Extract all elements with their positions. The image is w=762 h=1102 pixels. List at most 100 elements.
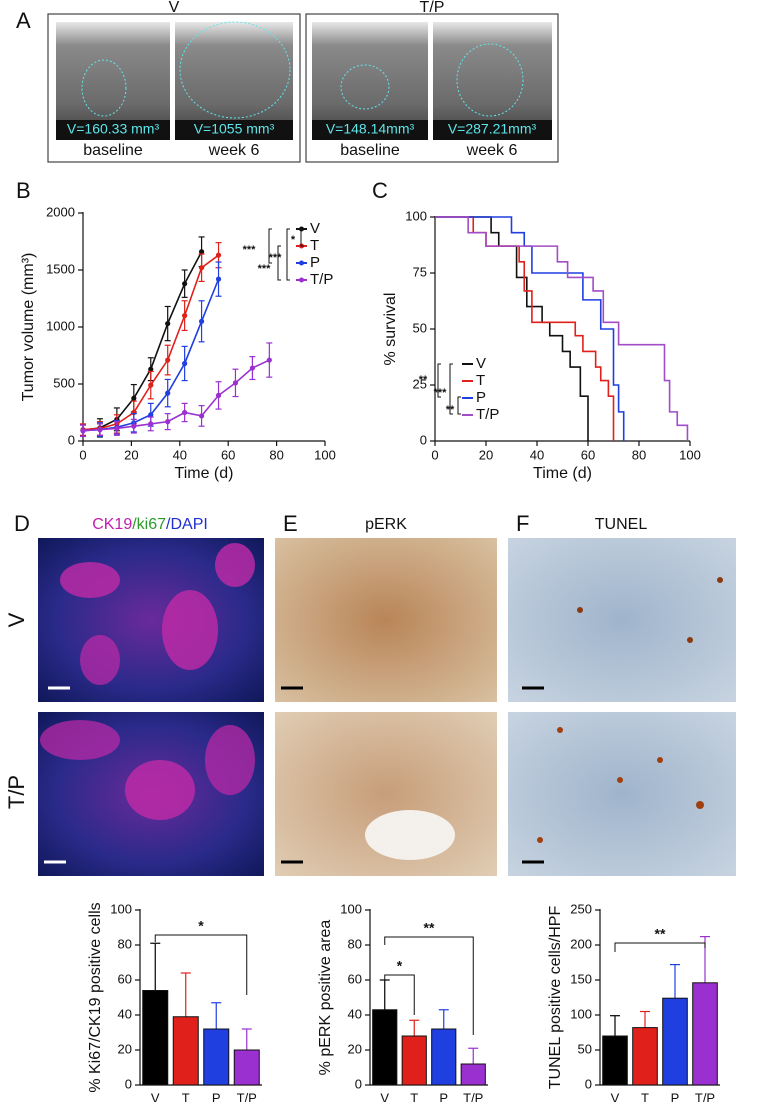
y-tick-label: 25 (413, 376, 427, 391)
panel-label: A (16, 8, 31, 33)
x-tick-label: 80 (632, 447, 646, 462)
data-point (182, 281, 188, 287)
x-tick-label: V (151, 1090, 160, 1102)
row-label: V (4, 612, 29, 627)
data-point (148, 366, 154, 372)
image-caption: week 6 (466, 142, 518, 159)
significance-bracket (384, 936, 474, 1035)
data-point (182, 360, 188, 367)
significance-label: *** (258, 263, 272, 275)
significance-label: *** (243, 244, 257, 256)
survival-curve (435, 216, 615, 441)
x-axis-label: Time (d) (175, 465, 234, 482)
x-tick-label: T/P (695, 1090, 715, 1102)
y-tick-label: 20 (118, 1041, 132, 1056)
significance-label: ** (446, 404, 455, 416)
bar (692, 982, 718, 1086)
data-point (215, 392, 222, 398)
y-axis-label: % Ki67/CK19 positive cells (87, 902, 104, 1092)
significance-bracket (614, 942, 706, 952)
ihc-image (275, 712, 497, 876)
x-tick-label: 100 (679, 447, 701, 462)
y-tick-label: 100 (405, 208, 427, 223)
panel-label: F (516, 511, 529, 536)
legend-label: T/P (310, 271, 333, 288)
y-tick-label: 60 (348, 971, 362, 986)
y-tick-label: 0 (355, 1076, 362, 1091)
legend-label: T/P (476, 406, 499, 423)
volume-label: V=160.33 mm³ (67, 121, 160, 137)
y-tick-label: 80 (348, 936, 362, 951)
bar (431, 1028, 457, 1086)
fluorescence-image (38, 712, 264, 876)
x-tick-label: 40 (530, 447, 544, 462)
data-point (131, 423, 137, 429)
significance-bracket (277, 245, 281, 281)
data-point (182, 313, 188, 319)
survival-curve (435, 216, 625, 441)
image-caption: week 6 (208, 142, 260, 159)
ultrasound-image (175, 21, 293, 140)
y-tick-label: 100 (110, 901, 132, 916)
significance-label: ** (424, 920, 435, 936)
tunel-image (508, 538, 736, 702)
bar (372, 1009, 398, 1086)
x-tick-label: 40 (173, 447, 187, 462)
bar (203, 1028, 230, 1086)
y-tick-label: 0 (125, 1076, 132, 1091)
bar (142, 990, 169, 1086)
y-tick-label: 40 (118, 1006, 132, 1021)
significance-bracket (154, 934, 248, 995)
bar (233, 1049, 260, 1086)
y-tick-label: 0 (585, 1076, 592, 1091)
data-point (198, 249, 205, 255)
data-point (165, 419, 171, 425)
panel-label: B (16, 178, 31, 203)
data-point (215, 252, 222, 258)
tunel-image (508, 712, 736, 876)
legend-label: V (310, 220, 320, 237)
bar (460, 1063, 486, 1086)
y-tick-label: 80 (118, 936, 132, 951)
volume-label: V=287.21mm³ (448, 121, 537, 137)
x-tick-label: P (439, 1090, 448, 1102)
data-point (165, 357, 171, 363)
y-tick-label: 1500 (46, 261, 75, 276)
significance-label: * (291, 234, 296, 246)
stain-part: CK19 (92, 516, 132, 533)
x-tick-label: T (641, 1090, 649, 1102)
data-point (232, 380, 239, 386)
significance-label: * (198, 918, 204, 934)
panel-label: C (372, 178, 388, 203)
y-tick-label: 20 (348, 1041, 362, 1056)
bar (172, 1016, 199, 1086)
legend-marker (299, 260, 304, 266)
significance-label: ** (419, 374, 428, 386)
x-tick-label: P (671, 1090, 680, 1102)
data-point (198, 318, 205, 324)
significance-label: ** (655, 926, 666, 942)
x-tick-label: 20 (479, 447, 493, 462)
data-point (266, 357, 272, 363)
panel-label: E (283, 511, 298, 536)
legend-label: V (476, 355, 486, 372)
x-tick-label: V (380, 1090, 389, 1102)
bar (602, 1035, 628, 1086)
survival-curve (435, 216, 689, 441)
stain-title: TUNEL (595, 516, 648, 533)
data-point (80, 428, 86, 434)
significance-label: * (397, 958, 403, 974)
ultrasound-image (433, 22, 552, 140)
x-tick-label: 100 (314, 447, 336, 462)
x-tick-label: 60 (581, 447, 595, 462)
ultrasound-image (56, 22, 170, 140)
ultrasound-image (312, 22, 428, 140)
bar (632, 1027, 658, 1086)
y-tick-label: 200 (570, 936, 592, 951)
significance-bracket (268, 228, 272, 264)
data-point (165, 320, 171, 327)
group-title: V (169, 0, 180, 16)
fluorescence-image (38, 538, 264, 702)
y-tick-label: 0 (68, 432, 75, 447)
